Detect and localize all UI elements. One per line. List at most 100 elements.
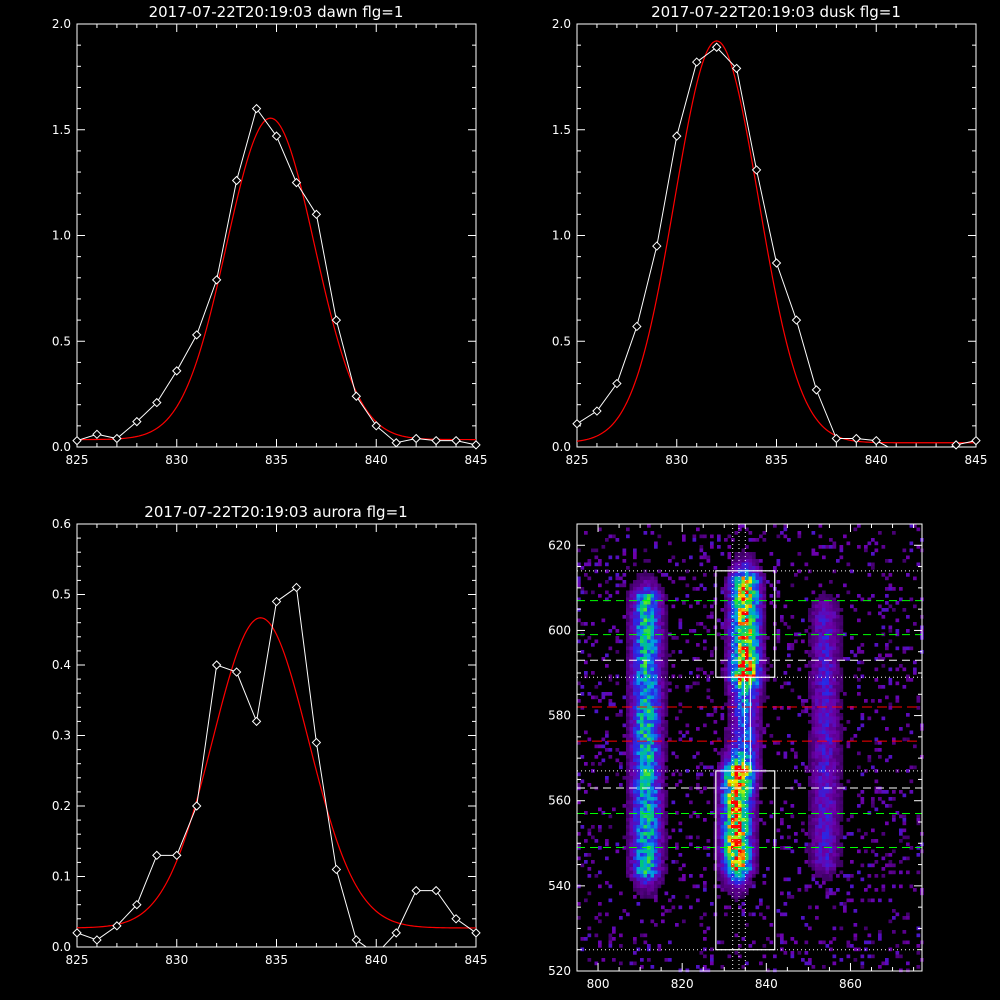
heatmap-pixel	[738, 818, 742, 822]
heatmap-pixel	[755, 786, 760, 791]
y-tick-label: 0.2	[52, 799, 71, 813]
heatmap-pixel	[822, 555, 826, 560]
heatmap-pixel	[818, 744, 823, 749]
heatmap-pixel	[738, 706, 742, 710]
heatmap-pixel	[661, 853, 665, 857]
heatmap-pixel	[829, 741, 833, 745]
heatmap-pixel	[748, 566, 753, 570]
heatmap-pixel	[636, 849, 641, 854]
heatmap-pixel	[794, 639, 798, 644]
heatmap-pixel	[895, 944, 900, 948]
heatmap-pixel	[703, 937, 707, 941]
heatmap-pixel	[836, 821, 840, 826]
heatmap-pixel	[731, 741, 735, 745]
heatmap-pixel	[734, 723, 739, 728]
heatmap-pixel	[699, 583, 704, 588]
heatmap-pixel	[752, 940, 756, 945]
heatmap-pixel	[885, 804, 889, 808]
heatmap-pixel	[745, 636, 749, 640]
heatmap-pixel	[636, 681, 641, 686]
heatmap-pixel	[657, 790, 662, 794]
heatmap-pixel	[766, 660, 770, 665]
heatmap-pixel	[643, 580, 648, 584]
heatmap-pixel	[661, 611, 665, 616]
heatmap-pixel	[661, 762, 665, 766]
heatmap-pixel	[661, 790, 665, 794]
heatmap-pixel	[661, 653, 665, 658]
data-point	[391, 438, 401, 448]
heatmap-pixel	[734, 559, 739, 563]
heatmap-pixel	[734, 587, 739, 591]
heatmap-pixel	[839, 758, 844, 763]
heatmap-pixel	[836, 800, 840, 805]
heatmap-pixel	[832, 646, 837, 651]
heatmap-pixel	[829, 783, 833, 787]
heatmap-pixel	[822, 632, 826, 637]
heatmap-pixel	[755, 576, 760, 581]
heatmap-pixel	[724, 912, 728, 917]
heatmap-pixel	[664, 618, 669, 623]
heatmap-pixel	[825, 671, 830, 675]
heatmap-pixel	[759, 618, 763, 623]
heatmap-pixel	[741, 671, 746, 675]
heatmap-pixel	[678, 674, 683, 679]
heatmap-pixel	[888, 629, 893, 633]
heatmap-pixel	[822, 688, 826, 693]
heatmap-pixel	[661, 744, 665, 749]
heatmap-pixel	[724, 664, 728, 668]
heatmap-pixel	[815, 870, 819, 875]
heatmap-pixel	[640, 856, 644, 861]
heatmap-pixel	[594, 562, 599, 567]
heatmap-pixel	[584, 730, 588, 735]
heatmap-pixel	[853, 923, 858, 927]
heatmap-pixel	[738, 590, 742, 595]
heatmap-pixel	[640, 692, 644, 696]
heatmap-pixel	[748, 643, 753, 647]
heatmap-pixel	[633, 807, 637, 812]
heatmap-pixel	[661, 772, 665, 777]
heatmap-pixel	[657, 776, 662, 780]
heatmap-pixel	[881, 790, 886, 794]
heatmap-pixel	[832, 730, 837, 735]
heatmap-pixel	[822, 629, 826, 633]
heatmap-pixel	[738, 832, 742, 836]
heatmap-pixel	[839, 793, 844, 798]
heatmap-pixel	[633, 832, 637, 836]
heatmap-pixel	[612, 807, 616, 812]
heatmap-pixel	[654, 860, 658, 864]
heatmap-pixel	[759, 597, 763, 602]
heatmap-pixel	[643, 594, 648, 598]
heatmap-pixel	[650, 601, 655, 605]
heatmap-pixel	[836, 657, 840, 661]
heatmap-pixel	[881, 608, 886, 612]
heatmap-pixel	[731, 744, 735, 749]
heatmap-pixel	[881, 874, 886, 878]
heatmap-pixel	[843, 909, 847, 913]
heatmap-pixel	[857, 947, 861, 952]
heatmap-pixel	[815, 814, 819, 819]
heatmap-pixel	[836, 594, 840, 598]
heatmap-pixel	[811, 674, 816, 679]
heatmap-pixel	[832, 597, 837, 602]
heatmap-pixel	[822, 765, 826, 770]
heatmap-pixel	[881, 856, 886, 861]
heatmap-pixel	[647, 853, 651, 857]
heatmap-pixel	[815, 748, 819, 752]
heatmap-pixel	[622, 573, 627, 577]
heatmap-pixel	[829, 674, 833, 679]
heatmap-pixel	[738, 856, 742, 861]
heatmap-pixel	[762, 660, 767, 665]
heatmap-pixel	[846, 832, 851, 836]
heatmap-pixel	[895, 667, 900, 672]
heatmap-pixel	[759, 744, 763, 749]
heatmap-pixel	[629, 758, 634, 763]
heatmap-pixel	[822, 965, 826, 969]
heatmap-pixel	[640, 853, 644, 857]
heatmap-pixel	[832, 618, 837, 623]
heatmap-pixel	[661, 730, 665, 735]
heatmap-pixel	[629, 713, 634, 717]
heatmap-pixel	[762, 881, 767, 885]
heatmap-pixel	[647, 597, 651, 602]
heatmap-pixel	[689, 835, 693, 840]
heatmap-pixel	[808, 643, 812, 647]
